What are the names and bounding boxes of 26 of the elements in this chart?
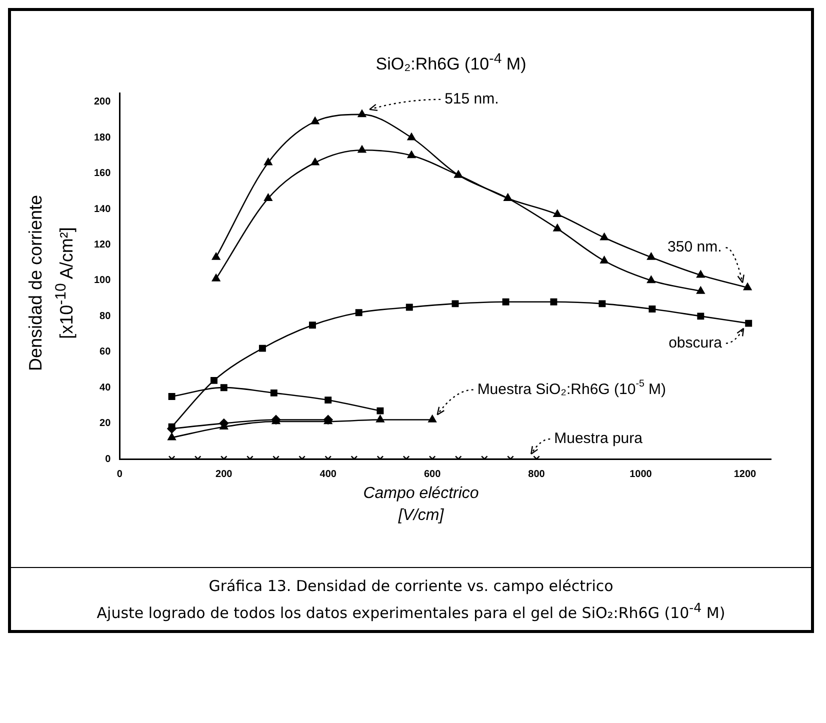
x-tick-label: 0	[116, 468, 123, 480]
y-tick-label: 200	[94, 96, 112, 108]
text: Gráfica 13. Densidad de corriente vs. campo eléctrico	[208, 576, 614, 597]
y-tick-label: 180	[94, 132, 112, 144]
y-tick-label: 120	[94, 239, 112, 250]
y-tick-label: 160	[94, 168, 112, 179]
x-tick-label: 400	[320, 468, 337, 480]
y-tick-label: 100	[94, 274, 112, 286]
chart-title: SiO₂:Rh6G (10$^{-4}$ M)	[374, 51, 528, 75]
x-tick-label: 600	[424, 468, 442, 480]
annotation: 515 nm.	[444, 90, 499, 108]
y-tick-label: 80	[100, 310, 112, 322]
x-axis-title: Campo eléctrico [V/cm]	[362, 484, 480, 526]
y-tick-label: 140	[94, 203, 112, 214]
x-tick-label: 800	[528, 468, 546, 480]
annotation: obscura	[668, 334, 723, 352]
y-tick-label: 20	[100, 418, 112, 429]
x-tick-label: 200	[216, 468, 233, 480]
text: Ajuste logrado de todos los datos experimentales para el gel de SiO₂:Rh6G (10$^{-4}$ M)	[96, 598, 726, 624]
y-tick-label: 0	[105, 453, 112, 464]
annotation: 350 nm.	[668, 238, 722, 256]
annotation: Muestra pura	[554, 430, 644, 447]
y-tick-label: 40	[100, 382, 112, 393]
y-tick-label: 60	[100, 346, 112, 358]
x-tick-label: 1200	[734, 468, 757, 480]
x-tick-label: 1000	[630, 468, 652, 480]
